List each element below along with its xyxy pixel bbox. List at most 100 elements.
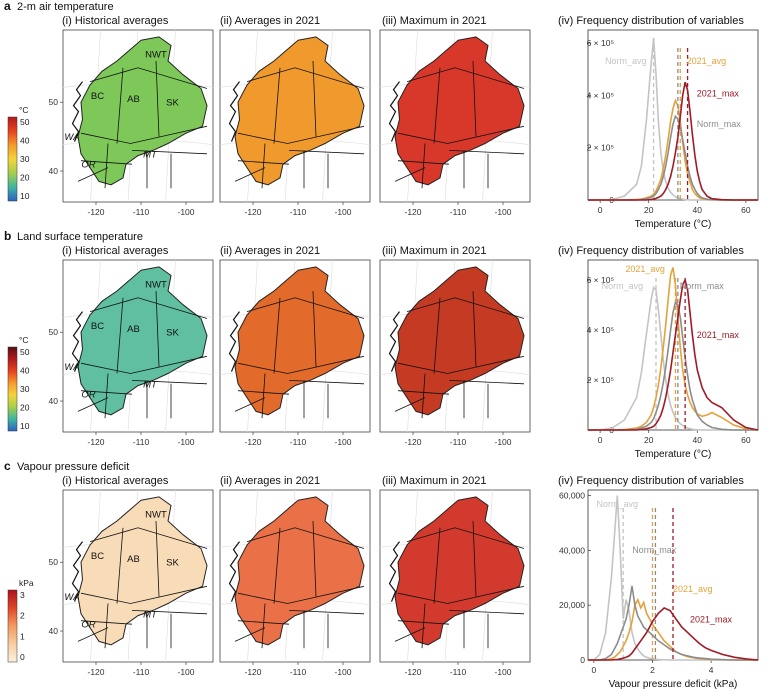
region-label: OR bbox=[81, 160, 95, 171]
boundary-line bbox=[397, 585, 525, 604]
x-tick-label: 60 bbox=[741, 205, 751, 215]
boundary-line bbox=[89, 67, 208, 89]
region-label: WA bbox=[64, 362, 79, 373]
x-tick-label: -100 bbox=[334, 437, 351, 447]
boundary-line bbox=[237, 585, 365, 604]
boundary-line bbox=[433, 67, 441, 144]
series-label: Norm_avg bbox=[597, 499, 639, 509]
x-tick-label: -120 bbox=[244, 437, 261, 447]
colorbar-unit: kPa bbox=[19, 578, 34, 588]
chart-frame bbox=[587, 259, 759, 431]
x-tick-label: 0 bbox=[598, 435, 603, 445]
series-label: 2021_avg bbox=[673, 584, 713, 594]
x-tick-label: -110 bbox=[133, 437, 150, 447]
x-tick-label: 40 bbox=[693, 435, 703, 445]
series-line-norm_max bbox=[588, 114, 758, 201]
boundary-line bbox=[80, 355, 208, 374]
boundary-line bbox=[155, 290, 160, 367]
boundary-line bbox=[406, 527, 525, 549]
boundary-line bbox=[406, 297, 525, 319]
y-tick-label: 2 × 10⁵ bbox=[587, 375, 614, 385]
boundary-line bbox=[234, 627, 266, 642]
y-tick-label: 50 bbox=[49, 557, 59, 567]
panel-title: (i) Historical averages bbox=[62, 15, 169, 27]
boundary-line bbox=[261, 373, 266, 419]
x-tick-label: -100 bbox=[177, 667, 194, 677]
study-region bbox=[394, 36, 525, 186]
region-label: AB bbox=[127, 94, 140, 105]
colorbar bbox=[7, 116, 18, 202]
colorbar-tick-label: 40 bbox=[20, 366, 30, 376]
colorbar-unit: °C bbox=[19, 105, 29, 115]
colorbar-tick-label: 20 bbox=[20, 173, 30, 183]
boundary-line bbox=[234, 397, 266, 412]
map-panel: -120 -110 -100 bbox=[379, 259, 531, 447]
boundary-line bbox=[448, 380, 525, 385]
chart-frame bbox=[587, 29, 759, 201]
y-tick-label: 50 bbox=[49, 327, 59, 337]
colorbar-tick-label: 50 bbox=[20, 347, 30, 357]
x-tick-label: 0 bbox=[598, 205, 603, 215]
x-tick-label: -120 bbox=[404, 207, 421, 217]
y-tick-label: 40 bbox=[49, 626, 59, 636]
region-label: NWT bbox=[145, 50, 167, 61]
panel-title: (ii) Averages in 2021 bbox=[220, 15, 320, 27]
colorbar-tick-label: 50 bbox=[20, 117, 30, 127]
boundary-line bbox=[246, 67, 365, 89]
row-title: Land surface temperature bbox=[17, 231, 143, 243]
boundary-line bbox=[237, 355, 365, 374]
series-line-norm_max bbox=[588, 585, 758, 661]
boundary-line bbox=[131, 380, 208, 385]
boundary-line bbox=[472, 520, 477, 597]
x-tick-label: -100 bbox=[177, 207, 194, 217]
boundary-line bbox=[472, 60, 477, 137]
frequency-chart: 0 2 4 0 20,000 40,000 60,000 Norm_avg 2021_avg No… bbox=[559, 489, 759, 690]
region-label: OR bbox=[81, 620, 95, 631]
panel-title: (iii) Maximum in 2021 bbox=[382, 475, 487, 487]
x-tick-label: -120 bbox=[87, 437, 104, 447]
region-label: NWT bbox=[145, 510, 167, 521]
x-tick-label: -100 bbox=[334, 207, 351, 217]
region-label: SK bbox=[166, 98, 179, 109]
panel-title: (i) Historical averages bbox=[62, 475, 169, 487]
boundary-line bbox=[421, 603, 426, 649]
coastline bbox=[388, 541, 400, 602]
x-tick-label: 40 bbox=[693, 205, 703, 215]
boundary-line bbox=[131, 150, 208, 155]
colorbar-tick-label: 10 bbox=[20, 191, 30, 201]
boundary-line bbox=[448, 610, 525, 615]
boundary-line bbox=[394, 397, 426, 412]
panel-title: (i) Historical averages bbox=[62, 245, 169, 257]
y-tick-label: 4 × 10⁵ bbox=[587, 90, 614, 100]
x-tick-label: -120 bbox=[244, 207, 261, 217]
x-tick-label: -110 bbox=[290, 667, 307, 677]
x-tick-label: 0 bbox=[591, 665, 596, 675]
series-label: Norm_max bbox=[632, 545, 677, 555]
boundary-line bbox=[421, 373, 426, 419]
y-tick-label: 40,000 bbox=[559, 545, 585, 555]
boundary-line bbox=[116, 527, 124, 604]
series-label: Norm_max bbox=[697, 119, 742, 129]
boundary-line bbox=[288, 380, 365, 385]
boundary-line bbox=[406, 67, 525, 89]
boundary-line bbox=[288, 150, 365, 155]
study-region bbox=[234, 36, 365, 186]
colorbar-tick-label: 30 bbox=[20, 384, 30, 394]
region-label: AB bbox=[127, 324, 140, 335]
study-region bbox=[394, 496, 525, 646]
region-label: OR bbox=[81, 390, 95, 401]
coastline bbox=[228, 311, 240, 372]
series-label: Norm_max bbox=[680, 281, 725, 291]
series-label: 2021_max bbox=[697, 88, 740, 98]
series-line-2021_max bbox=[588, 277, 759, 431]
boundary-line bbox=[273, 527, 281, 604]
x-tick-label: -120 bbox=[404, 437, 421, 447]
colorbar-tick-label: 20 bbox=[20, 403, 30, 413]
row-letter: b bbox=[4, 229, 11, 243]
x-axis-label: Vapour pressure deficit (kPa) bbox=[609, 679, 738, 690]
region-label: SK bbox=[166, 558, 179, 569]
boundary-line bbox=[261, 603, 266, 649]
boundary-line bbox=[433, 297, 441, 374]
